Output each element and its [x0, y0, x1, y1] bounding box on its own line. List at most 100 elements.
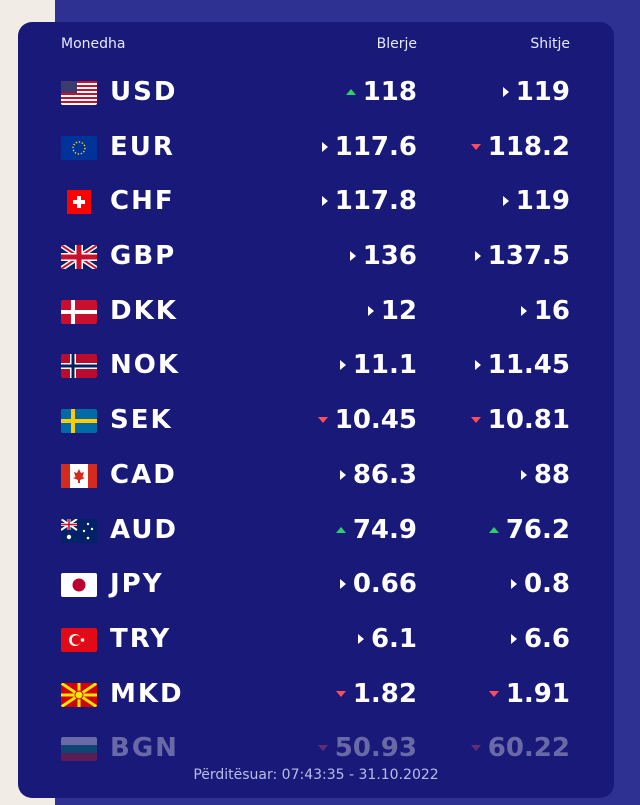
buy-rate: 136	[349, 241, 417, 271]
trend-arrow-icon	[339, 579, 346, 590]
sell-value: 137.5	[487, 241, 570, 272]
buy-rate: 0.66	[339, 569, 417, 600]
ca-flag-icon	[61, 463, 97, 488]
se-flag-icon	[61, 409, 97, 434]
buy-rate: 6.1	[357, 623, 417, 654]
buy-rate: 1.82	[335, 678, 417, 709]
buy-value: 11.1	[352, 350, 417, 381]
currency-code: SEK	[110, 405, 173, 436]
trend-arrow-icon	[470, 745, 481, 752]
rate-row-aud: AUD 74.9 76.2	[18, 504, 614, 559]
sell-value: 16	[533, 295, 570, 326]
buy-rate: 10.45	[317, 405, 417, 436]
buy-value: 6.1	[370, 623, 417, 654]
trend-arrow-icon	[317, 745, 328, 752]
buy-value: 10.45	[334, 405, 417, 436]
header-currency: Monedha	[61, 36, 126, 52]
eu-flag-icon	[61, 135, 97, 160]
rate-row-jpy: JPY 0.66 0.8	[18, 558, 614, 613]
sell-rate: 10.81	[470, 405, 570, 435]
rate-row-nok: NOK 11.1 11.45	[18, 339, 614, 394]
trend-arrow-icon	[502, 87, 509, 97]
buy-rate: 118	[345, 77, 417, 107]
trend-arrow-icon	[510, 633, 517, 644]
currency-code: EUR	[110, 131, 175, 162]
buy-value: 118	[362, 77, 417, 107]
table-header: Monedha Blerje Shitje	[18, 36, 614, 56]
rate-row-chf: CHF 117.8 119	[18, 175, 614, 230]
currency-code: BGN	[110, 733, 179, 764]
sell-rate: 6.6	[510, 623, 570, 654]
sell-rate: 119	[502, 186, 570, 217]
sell-rate: 88	[520, 459, 570, 490]
sell-value: 0.8	[523, 569, 570, 600]
no-flag-icon	[61, 354, 97, 379]
rate-row-bgn: BGN 50.93 60.22	[18, 722, 614, 777]
header-sell: Shitje	[530, 36, 570, 52]
au-flag-icon	[61, 518, 97, 543]
trend-arrow-icon	[520, 469, 527, 480]
buy-rate: 11.1	[339, 350, 417, 381]
sell-rate: 1.91	[488, 678, 570, 709]
ch-flag-icon	[61, 190, 97, 215]
currency-code: NOK	[110, 350, 181, 381]
sell-rate: 16	[520, 295, 570, 326]
buy-rate: 86.3	[339, 459, 417, 490]
sell-value: 88	[533, 459, 570, 490]
sell-value: 11.45	[487, 350, 570, 381]
sell-rate: 11.45	[474, 350, 570, 381]
sell-rate: 60.22	[470, 733, 570, 764]
buy-value: 117.8	[334, 186, 417, 217]
buy-rate: 12	[367, 296, 417, 326]
buy-rate: 117.6	[321, 132, 417, 162]
buy-rate: 50.93	[317, 733, 417, 763]
rate-row-mkd: MKD 1.82 1.91	[18, 668, 614, 723]
currency-code: CAD	[110, 459, 177, 490]
buy-rate: 74.9	[335, 514, 417, 545]
trend-arrow-icon	[321, 141, 328, 152]
trend-arrow-icon	[339, 360, 346, 371]
sell-value: 6.6	[523, 623, 570, 654]
currency-code: DKK	[110, 295, 178, 326]
sell-value: 60.22	[487, 733, 570, 764]
tr-flag-icon	[61, 627, 97, 652]
trend-arrow-icon	[349, 251, 356, 262]
trend-arrow-icon	[357, 633, 364, 644]
buy-value: 74.9	[352, 514, 417, 545]
us-flag-icon	[61, 81, 97, 105]
sell-value: 119	[515, 186, 570, 217]
sell-value: 119	[515, 77, 570, 107]
rate-row-sek: SEK 10.45 10.81	[18, 394, 614, 449]
buy-value: 86.3	[352, 459, 417, 490]
sell-rate: 119	[502, 77, 570, 107]
trend-arrow-icon	[474, 360, 481, 371]
bg-flag-icon	[61, 737, 97, 762]
trend-arrow-icon	[367, 305, 374, 316]
buy-value: 0.66	[352, 569, 417, 600]
trend-arrow-icon	[317, 417, 328, 424]
sell-rate: 0.8	[510, 569, 570, 600]
rate-row-dkk: DKK 12 16	[18, 285, 614, 340]
gb-flag-icon	[61, 245, 97, 270]
sell-rate: 137.5	[474, 241, 570, 272]
buy-rate: 117.8	[321, 186, 417, 217]
currency-code: MKD	[110, 678, 184, 709]
currency-code: USD	[110, 77, 178, 107]
currency-code: JPY	[110, 569, 164, 600]
sell-value: 1.91	[505, 678, 570, 709]
rate-row-try: TRY 6.1 6.6	[18, 613, 614, 668]
trend-arrow-icon	[339, 469, 346, 480]
trend-arrow-icon	[321, 196, 328, 207]
trend-arrow-icon	[488, 526, 499, 533]
sell-value: 118.2	[487, 131, 570, 162]
sell-value: 76.2	[505, 514, 570, 545]
trend-arrow-icon	[502, 196, 509, 207]
trend-arrow-icon	[345, 89, 356, 95]
trend-arrow-icon	[510, 579, 517, 590]
trend-arrow-icon	[520, 305, 527, 316]
currency-code: CHF	[110, 186, 175, 217]
rate-row-gbp: GBP 136 137.5	[18, 230, 614, 285]
jp-flag-icon	[61, 573, 97, 598]
rate-row-usd: USD 118 119	[18, 66, 614, 121]
buy-value: 1.82	[352, 678, 417, 709]
